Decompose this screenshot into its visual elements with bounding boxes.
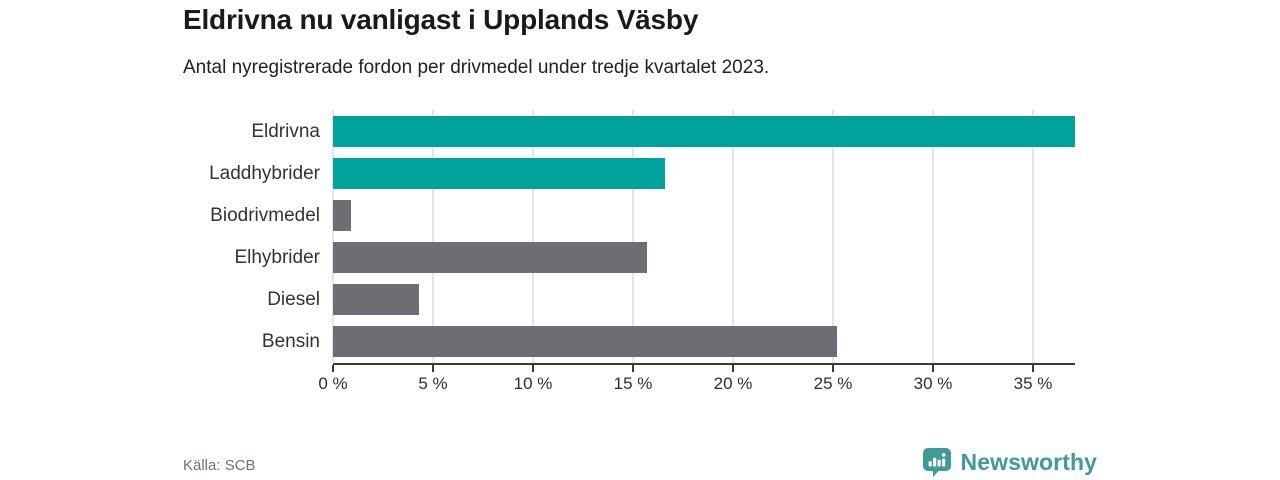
axis-tick (1032, 365, 1034, 372)
axis-tick (532, 365, 534, 372)
category-label: Elhybrider (234, 247, 320, 269)
category-label: Eldrivna (251, 120, 320, 142)
bar-biodrivmedel (333, 199, 351, 231)
axis-tick-label: 0 % (318, 374, 348, 393)
category-label: Laddhybrider (209, 162, 320, 184)
axis-tick (832, 365, 834, 372)
gridline (832, 110, 834, 363)
newsworthy-logo: Newsworthy (921, 446, 1097, 478)
gridline (1032, 110, 1034, 363)
bar-laddhybrider (333, 157, 665, 189)
axis-tick-label: 15 % (613, 374, 653, 393)
gridline (532, 110, 534, 363)
bar-elhybrider (333, 242, 647, 274)
axis-tick (632, 365, 634, 372)
chart-title: Eldrivna nu vanligast i Upplands Väsby (183, 4, 699, 35)
chart-subtitle: Antal nyregistrerade fordon per drivmede… (183, 57, 770, 78)
x-axis: 0 % 5 % 10 % 15 % 20 % 25 % 30 % 35 % (318, 363, 1075, 393)
axis-tick (732, 365, 734, 372)
axis-tick (332, 365, 334, 372)
category-labels: Eldrivna Laddhybrider Biodrivmedel Elhybrid… (0, 110, 320, 363)
bar-eldrivna (333, 115, 1075, 147)
bar-diesel (333, 284, 419, 316)
newsworthy-bars-icon (922, 448, 951, 477)
axis-tick-label: 5 % (418, 374, 448, 393)
bar-bensin (333, 326, 837, 358)
gridline (432, 110, 434, 363)
gridline (332, 110, 334, 363)
axis-tick-label: 30 % (913, 374, 953, 393)
plot-area (332, 110, 1075, 363)
axis-tick-label: 25 % (813, 374, 853, 393)
axis-tick-label: 20 % (713, 374, 753, 393)
axis-tick-label: 35 % (1013, 374, 1053, 393)
source-label: Källa: SCB (183, 457, 256, 474)
gridline (632, 110, 634, 363)
category-label: Bensin (261, 331, 320, 353)
gridline (732, 110, 734, 363)
category-label: Diesel (267, 289, 320, 311)
axis-tick (932, 365, 934, 372)
gridline (932, 110, 934, 363)
axis-tick (432, 365, 434, 372)
category-label: Biodrivmedel (210, 204, 320, 226)
axis-tick-label: 10 % (513, 374, 553, 393)
newsworthy-wordmark: Newsworthy (960, 448, 1097, 475)
